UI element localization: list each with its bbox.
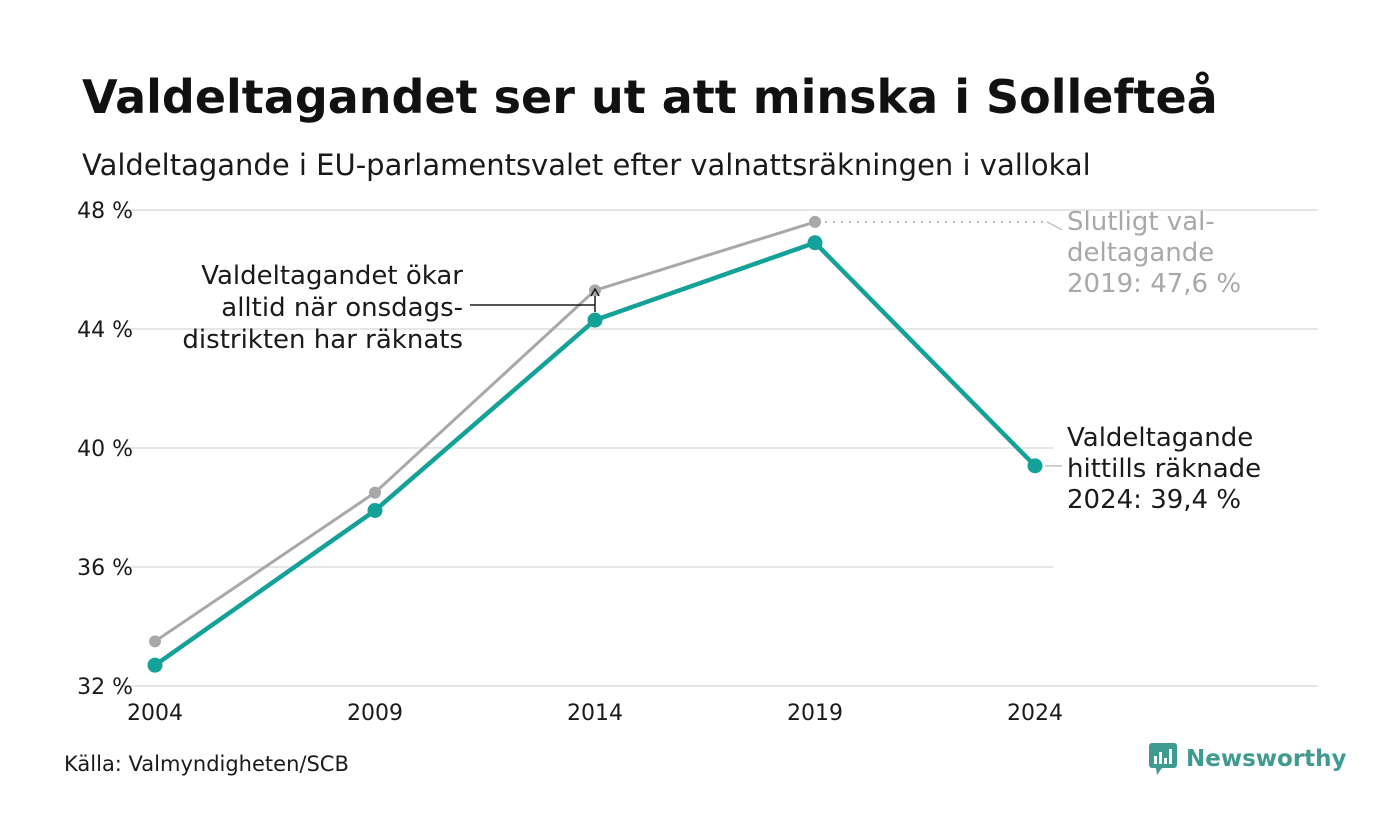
annotation-onsdag: distrikten har räknats: [182, 325, 463, 355]
data-point-valnatt: [147, 657, 163, 673]
annotation-arrowhead: [590, 287, 600, 297]
data-point-final: [369, 486, 381, 499]
x-tick-label: 2004: [127, 701, 183, 726]
annotation-connector: [1046, 221, 1063, 231]
annotation-final-2019: Slutligt val-: [1067, 207, 1215, 237]
annotation-current-2024: hittills räknade: [1067, 454, 1261, 484]
series-line-final: [154, 220, 816, 643]
chart-title: Valdeltagandet ser ut att minska i Solle…: [82, 70, 1218, 124]
annotation-current-2024: Valdeltagande: [1067, 423, 1253, 453]
brand-name: Newsworthy: [1186, 746, 1347, 772]
data-point-valnatt: [367, 502, 383, 518]
annotation-current-2024: 2024: 39,4 %: [1067, 485, 1241, 515]
data-point-valnatt: [807, 235, 823, 251]
y-tick-label: 48 %: [77, 199, 133, 224]
chart-subtitle: Valdeltagande i EU-parlamentsvalet efter…: [82, 148, 1091, 182]
x-tick-label: 2014: [567, 701, 623, 726]
y-tick-label: 32 %: [77, 675, 133, 700]
newsworthy-icon: [1149, 743, 1177, 775]
x-tick-label: 2019: [787, 701, 843, 726]
x-tick-label: 2024: [1007, 701, 1063, 726]
data-point-valnatt: [587, 312, 603, 328]
x-tick-label: 2009: [347, 701, 403, 726]
annotation-final-2019: 2019: 47,6 %: [1067, 269, 1241, 299]
y-tick-label: 44 %: [77, 318, 133, 343]
y-tick-label: 36 %: [77, 556, 133, 581]
data-point-valnatt: [1027, 458, 1043, 474]
newsworthy-logo: Newsworthy: [1148, 742, 1347, 776]
y-tick-label: 40 %: [77, 437, 133, 462]
source-note: Källa: Valmyndigheten/SCB: [64, 752, 349, 776]
data-point-final: [149, 635, 161, 648]
annotation-final-2019: deltagande: [1067, 238, 1214, 268]
annotation-onsdag: Valdeltagandet ökar: [201, 261, 463, 291]
data-point-final: [809, 215, 821, 228]
annotation-onsdag: alltid när onsdags-: [221, 293, 463, 323]
